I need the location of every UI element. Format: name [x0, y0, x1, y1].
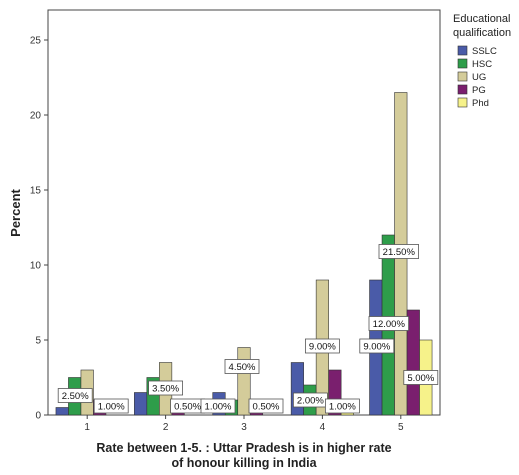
- data-label: 12.00%: [368, 316, 409, 331]
- legend-label: PG: [472, 85, 486, 96]
- legend-swatch: [457, 97, 468, 108]
- y-axis-title: Percent: [8, 188, 23, 236]
- y-tick-label: 0: [35, 411, 41, 422]
- legend-label: HSC: [472, 59, 492, 70]
- legend: Educational qualification SSLC HSC UG PG Phd: [453, 13, 511, 109]
- data-label: 3.50%: [148, 380, 184, 396]
- y-tick-label: 5: [35, 336, 41, 347]
- legend-swatch: [457, 45, 468, 56]
- legend-title-line-1: Educational: [453, 13, 511, 25]
- x-tick-label: 4: [320, 422, 326, 433]
- data-label: 2.00%: [292, 392, 328, 408]
- data-label: 2.50%: [57, 388, 93, 403]
- bar-sslc: [134, 392, 148, 416]
- x-tick-label: 1: [84, 422, 90, 433]
- y-axis: 0 5 10 15 20 25: [30, 36, 48, 422]
- data-labels: 2.50% 1.00% 3.50% 0.50% 1.00% 4.50% 0.50% 9.00%…: [57, 244, 439, 414]
- data-label: 21.50%: [378, 244, 419, 259]
- y-tick-label: 10: [30, 261, 42, 272]
- svg-text:21.50%: 21.50%: [383, 247, 416, 258]
- data-label: 4.50%: [224, 359, 260, 374]
- svg-text:1.00%: 1.00%: [205, 402, 232, 413]
- legend-swatch: [457, 71, 468, 82]
- data-label: 9.00%: [304, 338, 340, 354]
- x-tick-label: 5: [398, 422, 404, 433]
- svg-text:2.00%: 2.00%: [297, 396, 324, 407]
- legend-item-pg: PG: [457, 84, 486, 96]
- legend-swatch: [457, 58, 468, 69]
- legend-title-line-2: qualification: [453, 27, 511, 39]
- svg-text:0.50%: 0.50%: [253, 402, 280, 413]
- y-tick-label: 25: [30, 36, 42, 47]
- data-label: 0.50%: [170, 398, 206, 414]
- x-axis-title-line-2: of honour killing in India: [171, 456, 317, 470]
- data-label: 9.00%: [359, 338, 395, 354]
- legend-item-sslc: SSLC: [457, 45, 497, 57]
- svg-text:0.50%: 0.50%: [174, 402, 201, 413]
- legend-item-ug: UG: [457, 71, 486, 83]
- y-tick-label: 15: [30, 186, 42, 197]
- data-label: 1.00%: [324, 398, 360, 414]
- svg-text:12.00%: 12.00%: [373, 319, 406, 330]
- x-axis: 1 2 3 4 5: [84, 415, 404, 433]
- svg-text:1.00%: 1.00%: [329, 402, 356, 413]
- x-axis-title-line-1: Rate between 1-5. : Uttar Pradesh is in …: [96, 441, 391, 455]
- svg-text:9.00%: 9.00%: [309, 342, 336, 353]
- data-label: 1.00%: [93, 398, 129, 414]
- data-label: 5.00%: [403, 370, 439, 385]
- svg-text:3.50%: 3.50%: [152, 384, 179, 395]
- data-label: 1.00%: [200, 398, 236, 414]
- y-tick-label: 20: [30, 111, 42, 122]
- bar-ug: [237, 347, 251, 416]
- legend-label: Phd: [472, 98, 489, 109]
- x-tick-label: 2: [163, 422, 169, 433]
- legend-item-phd: Phd: [457, 97, 489, 109]
- x-tick-label: 3: [241, 422, 247, 433]
- legend-swatch: [457, 84, 468, 95]
- bar-sslc: [55, 407, 69, 416]
- svg-text:5.00%: 5.00%: [407, 373, 434, 384]
- legend-label: SSLC: [472, 46, 497, 57]
- legend-label: UG: [472, 72, 486, 83]
- svg-text:9.00%: 9.00%: [363, 342, 390, 353]
- data-label: 0.50%: [248, 398, 284, 414]
- svg-text:2.50%: 2.50%: [62, 391, 89, 402]
- svg-text:4.50%: 4.50%: [229, 362, 256, 373]
- svg-text:1.00%: 1.00%: [98, 402, 125, 413]
- legend-item-hsc: HSC: [457, 58, 492, 70]
